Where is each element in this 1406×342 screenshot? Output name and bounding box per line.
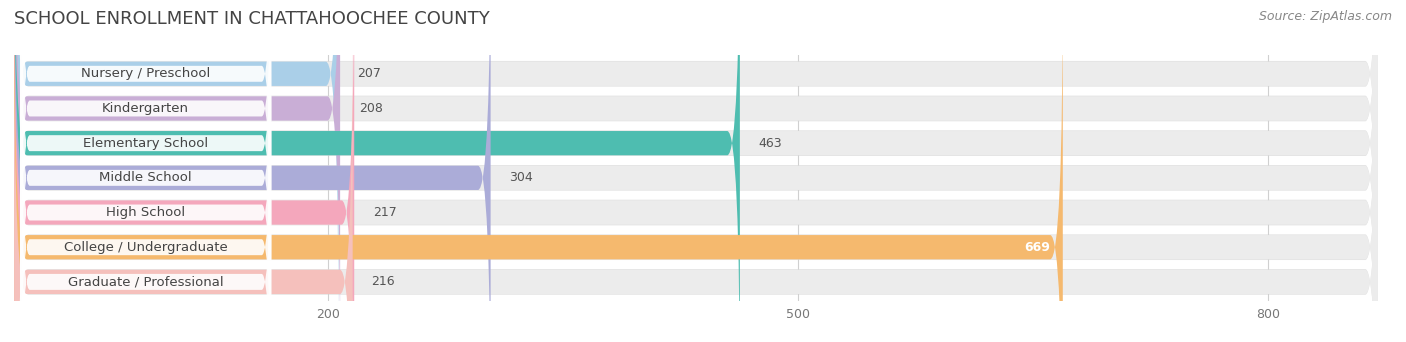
- FancyBboxPatch shape: [14, 0, 340, 342]
- FancyBboxPatch shape: [20, 82, 271, 342]
- Text: Source: ZipAtlas.com: Source: ZipAtlas.com: [1258, 10, 1392, 23]
- FancyBboxPatch shape: [15, 0, 1378, 342]
- FancyBboxPatch shape: [20, 12, 271, 342]
- Text: 669: 669: [1025, 241, 1050, 254]
- FancyBboxPatch shape: [15, 0, 1378, 342]
- Text: 207: 207: [357, 67, 381, 80]
- FancyBboxPatch shape: [15, 0, 1378, 339]
- FancyBboxPatch shape: [15, 17, 1378, 342]
- FancyBboxPatch shape: [14, 0, 1378, 342]
- FancyBboxPatch shape: [14, 0, 1378, 342]
- Text: Elementary School: Elementary School: [83, 137, 208, 150]
- Text: 463: 463: [759, 137, 782, 150]
- FancyBboxPatch shape: [14, 16, 353, 342]
- Text: 216: 216: [371, 275, 395, 288]
- FancyBboxPatch shape: [14, 0, 1378, 339]
- FancyBboxPatch shape: [14, 0, 1378, 342]
- FancyBboxPatch shape: [14, 0, 339, 339]
- Text: Kindergarten: Kindergarten: [103, 102, 190, 115]
- FancyBboxPatch shape: [14, 0, 1378, 342]
- FancyBboxPatch shape: [20, 0, 271, 342]
- FancyBboxPatch shape: [14, 16, 1378, 342]
- Text: College / Undergraduate: College / Undergraduate: [63, 241, 228, 254]
- Text: SCHOOL ENROLLMENT IN CHATTAHOOCHEE COUNTY: SCHOOL ENROLLMENT IN CHATTAHOOCHEE COUNT…: [14, 10, 489, 28]
- FancyBboxPatch shape: [14, 0, 354, 342]
- FancyBboxPatch shape: [15, 0, 1378, 342]
- FancyBboxPatch shape: [20, 0, 271, 274]
- FancyBboxPatch shape: [14, 0, 1378, 342]
- Text: Graduate / Professional: Graduate / Professional: [67, 275, 224, 288]
- Text: Middle School: Middle School: [100, 171, 193, 184]
- Text: 304: 304: [509, 171, 533, 184]
- FancyBboxPatch shape: [20, 47, 271, 342]
- Text: 208: 208: [359, 102, 382, 115]
- Text: 217: 217: [373, 206, 396, 219]
- FancyBboxPatch shape: [14, 0, 740, 342]
- FancyBboxPatch shape: [14, 0, 491, 342]
- Text: High School: High School: [107, 206, 186, 219]
- FancyBboxPatch shape: [20, 0, 271, 342]
- FancyBboxPatch shape: [14, 0, 1063, 342]
- Text: Nursery / Preschool: Nursery / Preschool: [82, 67, 211, 80]
- FancyBboxPatch shape: [15, 0, 1378, 342]
- FancyBboxPatch shape: [15, 0, 1378, 342]
- FancyBboxPatch shape: [20, 0, 271, 308]
